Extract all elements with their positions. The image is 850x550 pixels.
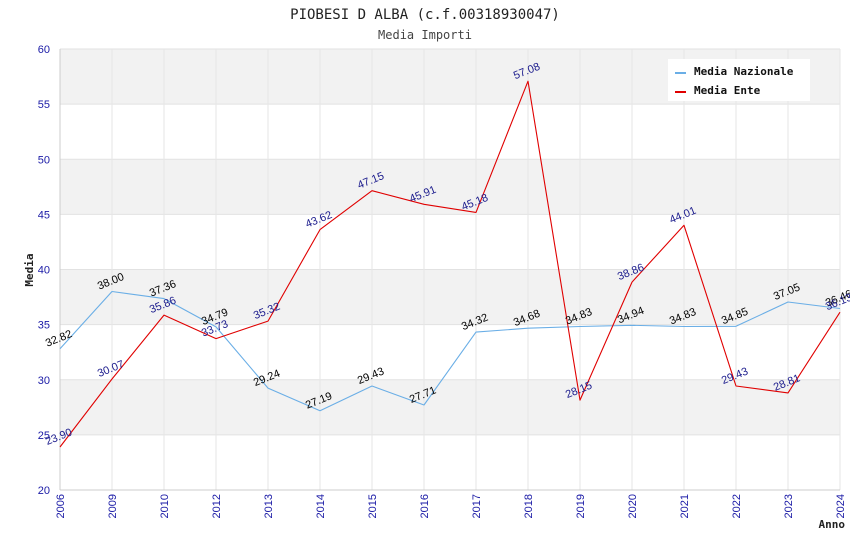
y-tick-label: 30 <box>38 375 50 387</box>
series-line-ente <box>59 80 841 448</box>
y-tick-label: 45 <box>38 209 50 221</box>
y-tick-label: 25 <box>38 430 50 442</box>
y-tick-labels: 20 25 30 35 40 45 50 55 60 <box>38 44 50 497</box>
band <box>60 434 840 490</box>
x-tick-label: 2013 <box>263 494 275 518</box>
x-tick-label: 2016 <box>419 494 431 518</box>
legend-box <box>668 59 810 101</box>
band <box>60 269 840 325</box>
x-tick-label: 2012 <box>211 494 223 518</box>
band <box>60 104 840 160</box>
x-tick-label: 2021 <box>679 494 691 518</box>
x-tick-label: 2022 <box>731 494 743 518</box>
x-tick-label: 2014 <box>315 494 327 518</box>
x-tick-label: 2009 <box>107 494 119 518</box>
x-tick-labels: 2006 2009 2010 2012 2013 2014 2015 2016 2017 2018… <box>55 494 847 518</box>
series-line-nazionale <box>59 290 841 412</box>
y-tick-label: 20 <box>38 485 50 497</box>
band <box>60 324 840 380</box>
legend: Media Nazionale Media Ente <box>668 59 810 101</box>
axes <box>59 49 840 491</box>
x-tick-label: 2010 <box>159 494 171 518</box>
band <box>60 379 840 435</box>
y-tick-label: 60 <box>38 44 50 56</box>
legend-label-nazionale: Media Nazionale <box>694 65 794 78</box>
legend-label-ente: Media Ente <box>694 84 761 97</box>
x-tick-label: 2015 <box>367 494 379 518</box>
x-tick-label: 2017 <box>471 494 483 518</box>
y-tick-label: 50 <box>38 154 50 166</box>
x-tick-label: 2023 <box>783 494 795 518</box>
band <box>60 159 840 215</box>
y-axis-label: Media <box>23 253 36 286</box>
x-tick-label: 2019 <box>575 494 587 518</box>
x-tick-label: 2018 <box>523 494 535 518</box>
x-tick-label: 2006 <box>55 494 67 518</box>
background-bands <box>60 49 840 490</box>
y-tick-label: 35 <box>38 320 50 332</box>
chart-subtitle: Media Importi <box>378 28 472 42</box>
x-tick-label: 2020 <box>627 494 639 518</box>
chart-title: PIOBESI D ALBA (c.f.00318930047) <box>290 7 560 23</box>
x-axis-label: Anno <box>819 518 846 531</box>
y-tick-label: 40 <box>38 265 50 277</box>
x-tick-label: 2024 <box>835 494 847 518</box>
band <box>60 214 840 270</box>
series-lines <box>59 80 841 448</box>
y-tick-label: 55 <box>38 99 50 111</box>
